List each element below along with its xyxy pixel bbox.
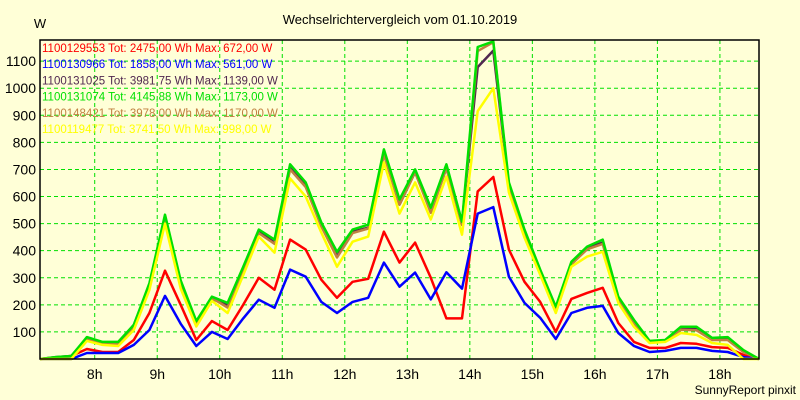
y-tick-label: 800 <box>13 134 37 150</box>
series-line-3 <box>39 40 760 361</box>
legend-entry: 1100119477 Tot: 3741,50 Wh Max: 998,00 W <box>42 124 272 136</box>
y-tick-label: 700 <box>13 161 37 177</box>
x-tick-label: 10h <box>208 366 231 382</box>
footer-credit: SunnyReport pinxit <box>695 383 797 397</box>
legend-entry: 1100129553 Tot: 2475,00 Wh Max: 672,00 W <box>42 43 273 55</box>
y-tick-label: 600 <box>13 189 37 205</box>
y-tick-label: 1100 <box>6 53 36 69</box>
x-tick-label: 16h <box>583 366 606 382</box>
x-tick-label: 15h <box>521 366 544 382</box>
y-axis-label: W <box>34 16 47 31</box>
y-tick-label: 200 <box>13 297 37 313</box>
series-lines <box>39 40 760 361</box>
x-tick-label: 9h <box>149 366 165 382</box>
x-tick-label: 14h <box>458 366 481 382</box>
y-tick-label: 500 <box>13 216 37 232</box>
x-tick-label: 17h <box>646 366 669 382</box>
legend-entry: 1100131074 Tot: 4145,88 Wh Max: 1173,00 … <box>42 92 278 104</box>
x-tick-label: 18h <box>708 366 731 382</box>
legend-entry: 1100148421 Tot: 3978,00 Wh Max: 1170,00 … <box>42 108 278 120</box>
y-tick-label: 1000 <box>5 80 36 96</box>
y-tick-label: 100 <box>13 324 37 340</box>
x-ticks: 8h 9h 10h 11h 12h 13h 14h 15h 16h 17h 18h <box>87 366 732 382</box>
y-tick-label: 400 <box>13 243 37 259</box>
y-tick-label: 900 <box>13 107 37 123</box>
y-ticks: 100 200 300 400 500 600 700 800 900 1000 1100 <box>5 53 36 340</box>
legend: 1100129553 Tot: 2475,00 Wh Max: 672,00 W… <box>42 43 278 136</box>
legend-entry: 1100130966 Tot: 1858,00 Wh Max: 561,00 W <box>42 59 273 71</box>
y-tick-label: 300 <box>13 270 37 286</box>
series-line-5 <box>40 86 759 361</box>
x-tick-label: 12h <box>333 366 356 382</box>
x-tick-label: 13h <box>396 366 419 382</box>
plot-frame <box>39 39 760 360</box>
x-tick-label: 11h <box>271 366 293 382</box>
legend-entry: 1100131025 Tot: 3981,75 Wh Max: 1139,00 … <box>42 75 278 87</box>
series-line-0 <box>39 175 760 361</box>
series-line-1 <box>40 205 760 361</box>
chart-title: Wechselrichtervergleich vom 01.10.2019 <box>283 12 518 27</box>
x-tick-label: 8h <box>87 366 103 382</box>
